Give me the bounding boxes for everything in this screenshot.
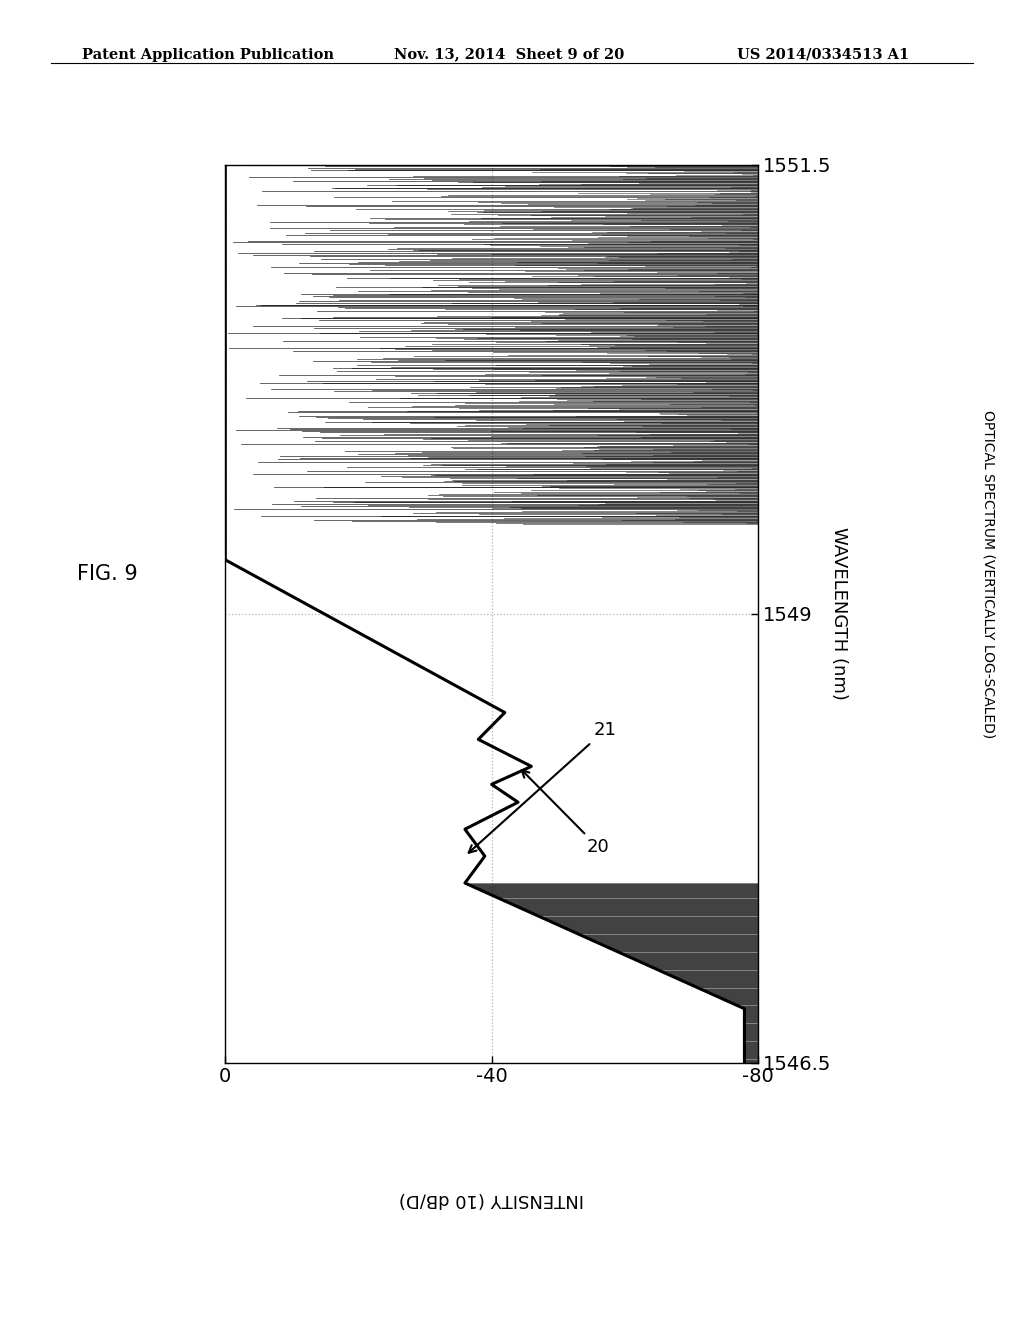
Text: FIG. 9: FIG. 9: [77, 564, 137, 585]
Text: OPTICAL SPECTRUM (VERTICALLY LOG-SCALED): OPTICAL SPECTRUM (VERTICALLY LOG-SCALED): [981, 411, 995, 738]
Y-axis label: WAVELENGTH (nm): WAVELENGTH (nm): [829, 528, 848, 700]
Text: Nov. 13, 2014  Sheet 9 of 20: Nov. 13, 2014 Sheet 9 of 20: [394, 48, 625, 62]
Text: 20: 20: [522, 770, 609, 857]
Text: Patent Application Publication: Patent Application Publication: [82, 48, 334, 62]
Text: US 2014/0334513 A1: US 2014/0334513 A1: [737, 48, 909, 62]
Text: INTENSITY (10 dB/D): INTENSITY (10 dB/D): [399, 1189, 584, 1208]
Text: 21: 21: [469, 722, 616, 853]
